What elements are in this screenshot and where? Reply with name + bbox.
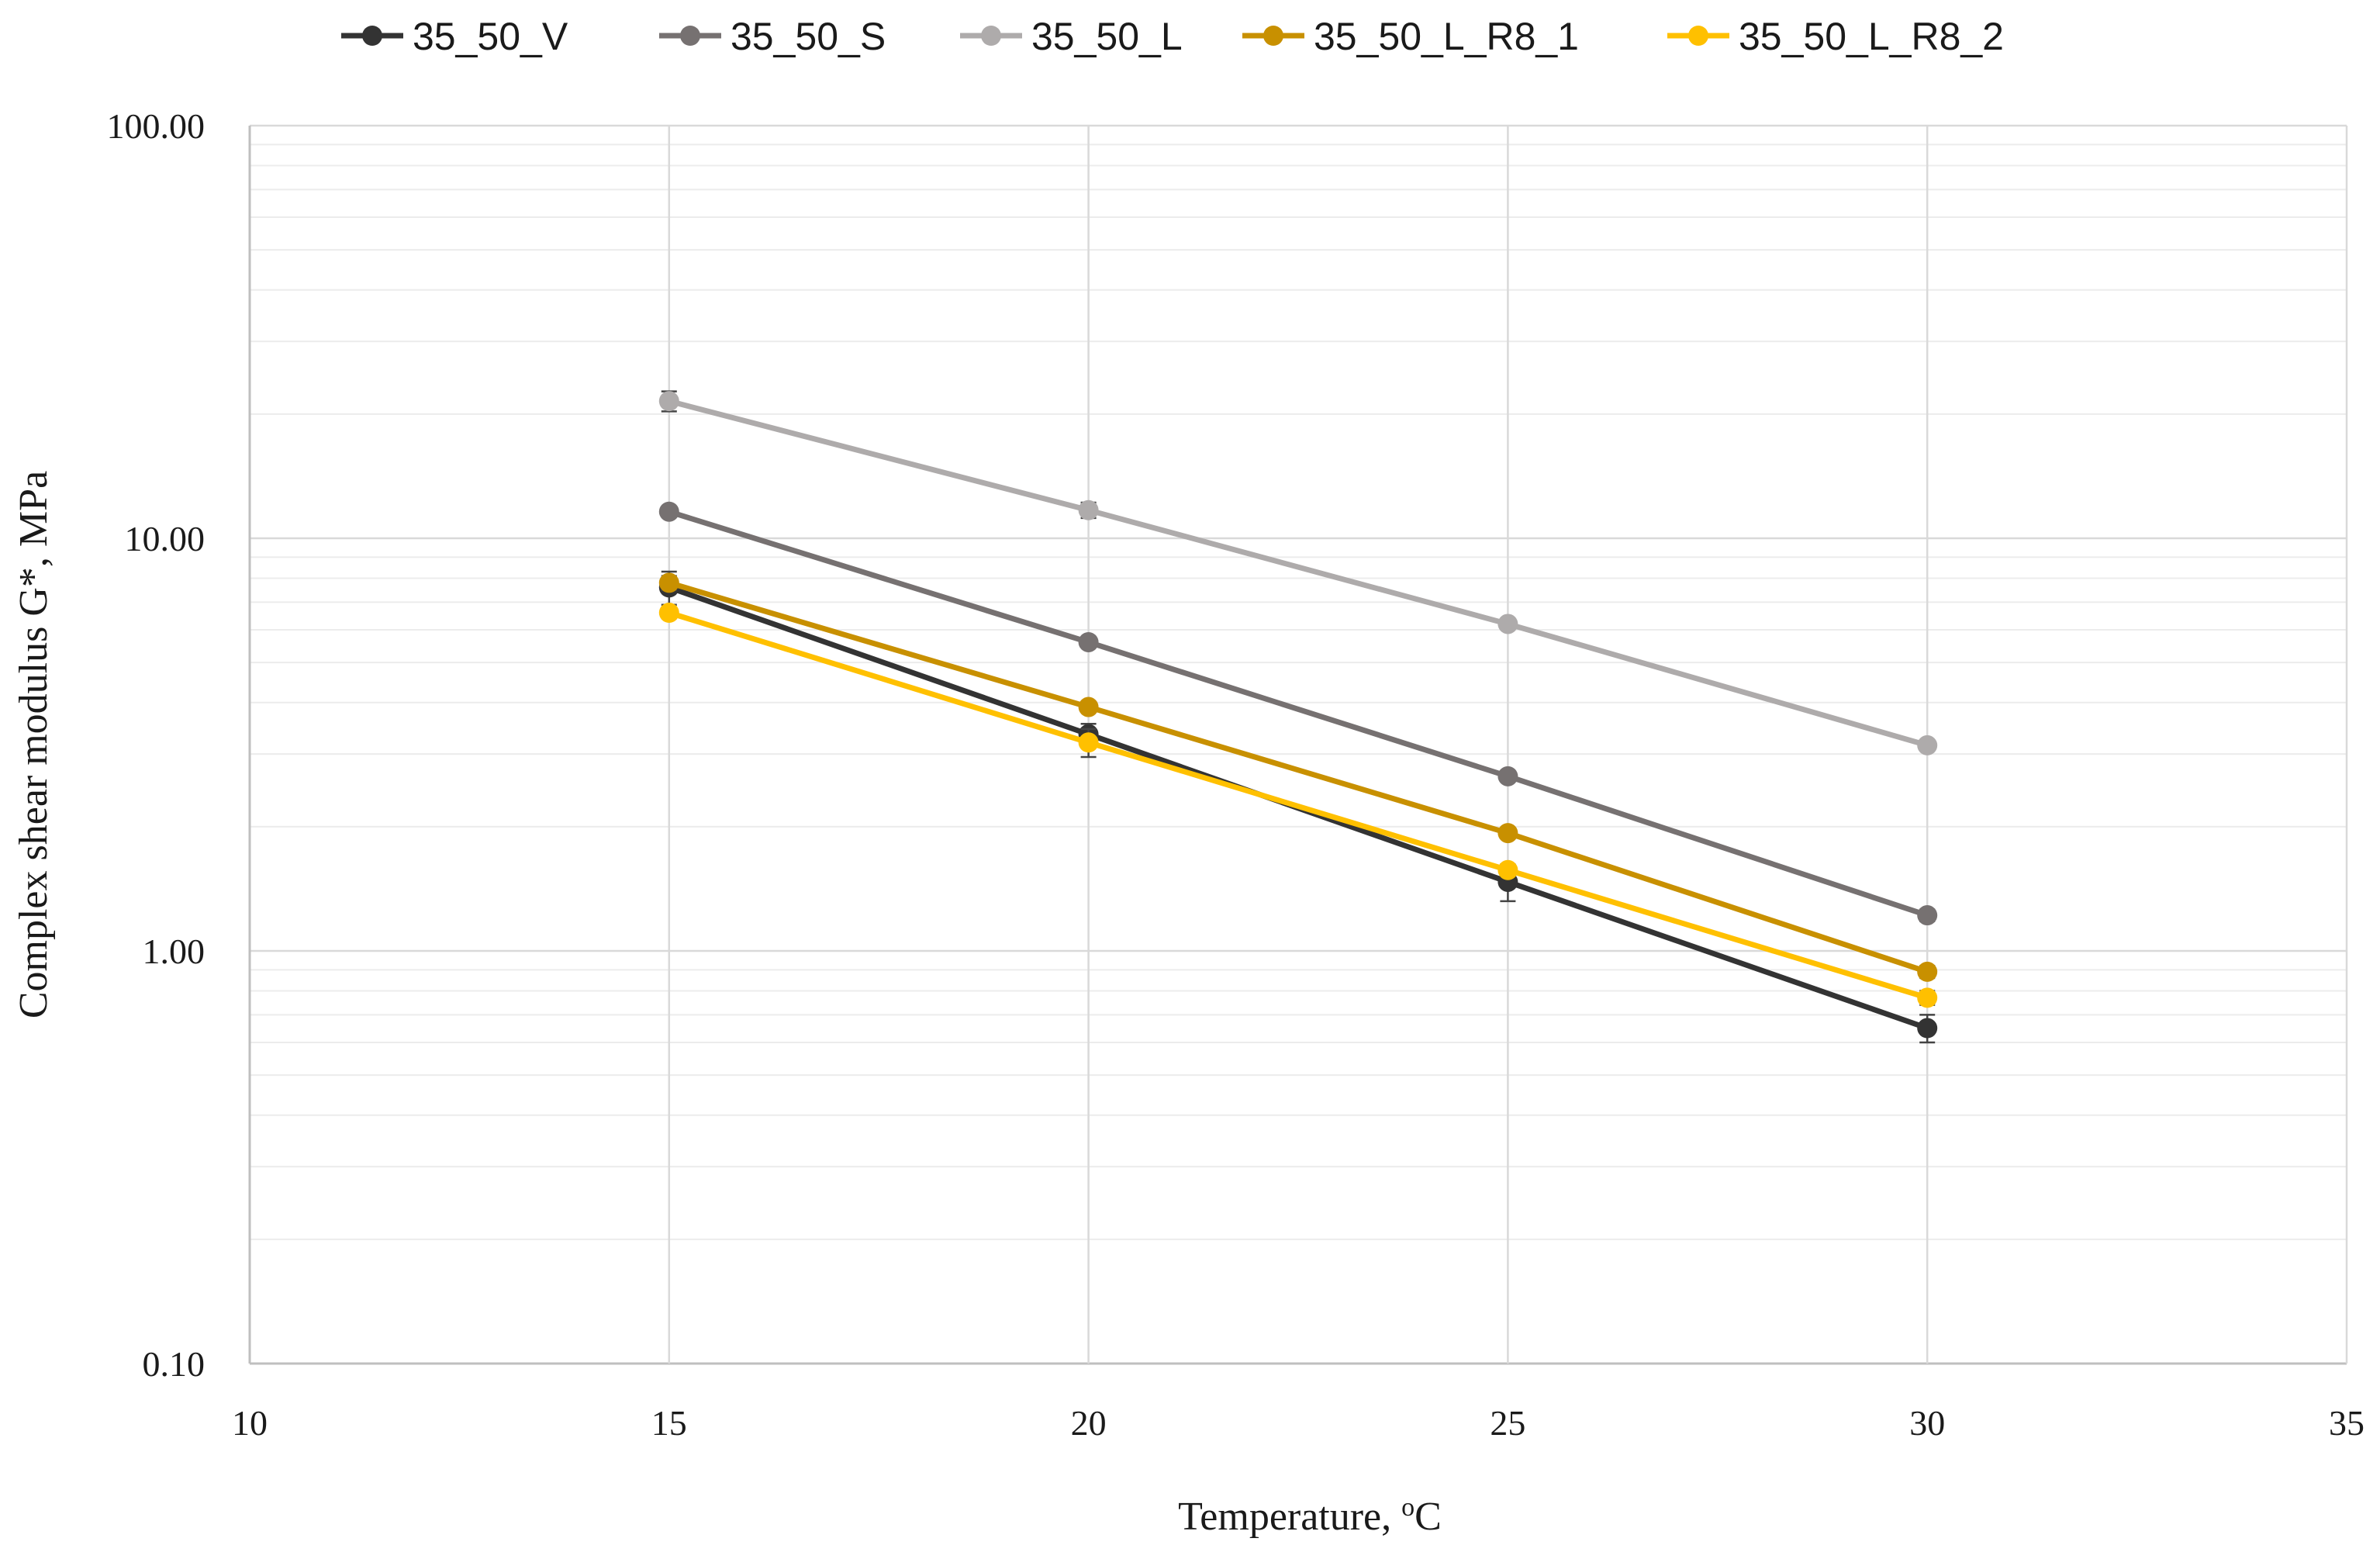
data-point (1917, 905, 1938, 926)
y-tick-label: 1.00 (143, 932, 206, 971)
legend-entry: 35_50_L_R8_2 (1667, 15, 2004, 58)
major-gridlines (248, 124, 2348, 1365)
data-point (1078, 631, 1099, 652)
legend-entry: 35_50_S (659, 15, 886, 58)
data-point (1078, 697, 1099, 717)
x-tick-label: 10 (232, 1403, 268, 1443)
x-tick-label: 25 (1490, 1403, 1525, 1443)
x-axis-unit: C (1415, 1495, 1442, 1539)
series-line (668, 610, 1929, 1001)
legend-label: 35_50_V (413, 15, 568, 58)
data-point (1078, 732, 1099, 753)
legend-label: 35_50_L_R8_1 (1314, 15, 1579, 58)
series-35_50_L (658, 390, 1938, 755)
x-tick-label: 35 (2329, 1403, 2364, 1443)
x-axis-unit-sup: o (1401, 1493, 1415, 1522)
legend-entry: 35_50_V (341, 15, 568, 58)
y-tick-label: 0.10 (143, 1344, 206, 1384)
series-35_50_L_R8_2 (658, 603, 1938, 1008)
data-point (1497, 823, 1518, 844)
minor-gridlines (250, 143, 2347, 1240)
legend: 35_50_V 35_50_S 35_50_L 35_50_L_R8_1 35_50_L… (341, 15, 2004, 58)
data-point (658, 391, 679, 412)
legend-label: 35_50_S (731, 15, 886, 58)
data-point (1917, 735, 1938, 755)
series-layer (658, 390, 1938, 1044)
x-axis-title: Temperature, oC (1178, 1493, 1442, 1539)
data-point (1917, 987, 1938, 1008)
series-35_50_L_R8_1 (658, 572, 1938, 982)
data-point (658, 603, 679, 624)
legend-swatch-marker (981, 26, 1001, 46)
data-point (1497, 859, 1518, 880)
data-point (658, 501, 679, 522)
series-line (668, 580, 1929, 975)
legend-entry: 35_50_L (960, 15, 1183, 58)
data-point (1497, 614, 1518, 634)
legend-swatch-marker (1688, 26, 1708, 46)
legend-label: 35_50_L_R8_2 (1739, 15, 2004, 58)
data-point (658, 572, 679, 593)
x-tick-label: 20 (1071, 1403, 1107, 1443)
data-point (1497, 766, 1518, 786)
legend-swatch-marker (1263, 26, 1283, 46)
x-tick-label: 30 (1909, 1403, 1945, 1443)
y-tick-label: 10.00 (125, 519, 206, 558)
series-line (668, 509, 1929, 918)
series-line (668, 398, 1929, 748)
data-point (1917, 1018, 1938, 1039)
legend-swatch-marker (680, 26, 700, 46)
legend-swatch-marker (362, 26, 382, 46)
data-point (1078, 500, 1099, 520)
x-tick-label: 15 (651, 1403, 687, 1443)
series-35_50_S (658, 501, 1938, 926)
y-axis-title: Complex shear modulus G*, MPa (12, 471, 56, 1018)
tick-labels: 0.10 1.00 10.00 100.00 10 15 20 25 30 35 (107, 106, 2365, 1443)
legend-entry: 35_50_L_R8_1 (1242, 15, 1579, 58)
legend-label: 35_50_L (1031, 15, 1183, 58)
y-tick-label: 100.00 (107, 106, 206, 146)
data-point (1917, 961, 1938, 982)
